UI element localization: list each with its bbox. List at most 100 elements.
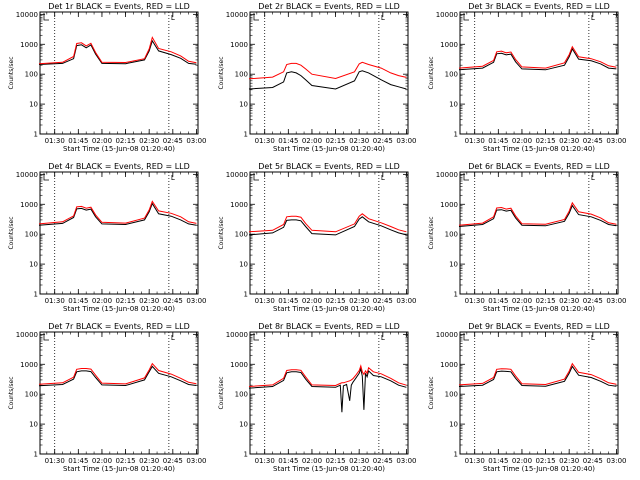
marker-label: L [381, 174, 385, 182]
y-tick-label: 1000 [230, 361, 248, 369]
x-tick-label: 01:45 [278, 137, 298, 145]
x-tick-label: 01:45 [68, 297, 88, 305]
x-tick-label: 03:00 [606, 457, 626, 465]
panel-title: Det 1r BLACK = Events, RED = LLD [48, 2, 190, 11]
y-axis-label: Counts/sec [8, 216, 15, 249]
x-tick-label: 02:00 [92, 137, 112, 145]
y-tick-label: 1000 [20, 41, 38, 49]
start-marker [253, 13, 259, 21]
y-tick-label: 10000 [436, 331, 458, 339]
y-tick-label: 100 [25, 231, 38, 239]
x-tick-label: 02:30 [559, 457, 579, 465]
panel-title: Det 6r BLACK = Events, RED = LLD [468, 162, 610, 171]
y-tick-label: 10000 [16, 11, 38, 19]
x-tick-label: 02:00 [92, 297, 112, 305]
panel-title: Det 2r BLACK = Events, RED = LLD [258, 2, 400, 11]
lld-series-line [458, 45, 617, 69]
x-tick-label: 01:45 [68, 137, 88, 145]
y-tick-label: 1000 [20, 361, 38, 369]
x-tick-label: 02:30 [559, 297, 579, 305]
x-tick-label: 02:00 [512, 297, 532, 305]
detector-panel-4: Det 4r BLACK = Events, RED = LLD 1 10 100 10… [8, 162, 207, 313]
panel-title: Det 5r BLACK = Events, RED = LLD [258, 162, 400, 171]
x-tick-label: 02:30 [349, 457, 369, 465]
x-tick-label: 02:30 [139, 457, 159, 465]
x-tick-label: 02:15 [535, 297, 555, 305]
x-axis-label: Start Time (15-Jun-08 01:20:40) [273, 145, 385, 153]
x-axis-label: Start Time (15-Jun-08 01:20:40) [483, 145, 595, 153]
y-tick-label: 10 [449, 101, 458, 109]
detector-panel-2: Det 2r BLACK = Events, RED = LLD 1 10 100 10… [218, 2, 417, 153]
x-tick-label: 02:15 [115, 457, 135, 465]
y-axis-label: Counts/sec [428, 376, 435, 409]
y-axis-label: Counts/sec [428, 216, 435, 249]
panel-title: Det 7r BLACK = Events, RED = LLD [48, 322, 190, 331]
x-tick-label: 02:15 [115, 137, 135, 145]
x-tick-label: 02:00 [302, 137, 322, 145]
y-tick-label: 10 [239, 421, 248, 429]
y-tick-label: 100 [445, 231, 458, 239]
x-axis-label: Start Time (15-Jun-08 01:20:40) [273, 465, 385, 473]
y-tick-label: 1000 [230, 41, 248, 49]
plot-frame [249, 11, 409, 135]
x-tick-label: 01:30 [255, 137, 275, 145]
y-tick-label: 1000 [440, 361, 458, 369]
x-axis-label: Start Time (15-Jun-08 01:20:40) [63, 145, 175, 153]
x-tick-label: 02:15 [325, 297, 345, 305]
y-tick-label: 1 [454, 131, 458, 139]
x-tick-label: 03:00 [606, 297, 626, 305]
y-tick-label: 1000 [440, 201, 458, 209]
x-tick-label: 01:45 [278, 297, 298, 305]
lld-series-line [248, 213, 407, 233]
y-tick-label: 100 [25, 71, 38, 79]
x-axis-label: Start Time (15-Jun-08 01:20:40) [483, 465, 595, 473]
y-tick-label: 10000 [226, 171, 248, 179]
detector-panel-9: Det 9r BLACK = Events, RED = LLD 1 10 100 10… [428, 322, 627, 473]
events-series-line [458, 365, 617, 387]
y-tick-label: 1 [34, 291, 38, 299]
x-axis-label: Start Time (15-Jun-08 01:20:40) [483, 305, 595, 313]
detector-panel-3: Det 3r BLACK = Events, RED = LLD 1 10 100 10… [428, 2, 627, 153]
x-tick-label: 02:45 [163, 137, 183, 145]
y-tick-label: 100 [235, 231, 248, 239]
x-tick-label: 01:30 [465, 137, 485, 145]
y-tick-label: 10 [239, 261, 248, 269]
start-marker [43, 13, 49, 21]
x-tick-label: 02:45 [163, 457, 183, 465]
x-tick-label: 01:45 [488, 457, 508, 465]
y-axis-label: Counts/sec [8, 56, 15, 89]
x-tick-label: 02:00 [512, 457, 532, 465]
y-tick-label: 1000 [20, 201, 38, 209]
x-tick-label: 01:30 [465, 457, 485, 465]
detector-panel-1: Det 1r BLACK = Events, RED = LLD 1 10 100 10… [8, 2, 207, 153]
detector-panel-5: Det 5r BLACK = Events, RED = LLD 1 10 100 10… [218, 162, 417, 313]
lld-series-line [248, 364, 407, 387]
y-tick-label: 1 [244, 131, 248, 139]
y-tick-label: 1 [244, 291, 248, 299]
y-tick-label: 10000 [16, 171, 38, 179]
x-tick-label: 01:30 [255, 457, 275, 465]
x-tick-label: 02:30 [139, 297, 159, 305]
x-tick-label: 02:15 [325, 457, 345, 465]
plot-frame [249, 171, 409, 295]
x-tick-label: 02:00 [302, 297, 322, 305]
x-tick-label: 02:15 [535, 457, 555, 465]
x-tick-label: 02:45 [373, 297, 393, 305]
marker-label: L [591, 14, 595, 22]
x-tick-label: 01:30 [45, 457, 65, 465]
panel-title: Det 3r BLACK = Events, RED = LLD [468, 2, 610, 11]
y-axis-label: Counts/sec [218, 376, 225, 409]
y-tick-label: 10000 [226, 331, 248, 339]
y-tick-label: 1 [454, 451, 458, 459]
detector-panel-7: Det 7r BLACK = Events, RED = LLD 1 10 100 10… [8, 322, 207, 473]
marker-label: L [171, 174, 175, 182]
marker-label: L [171, 14, 175, 22]
y-tick-label: 10 [449, 421, 458, 429]
x-tick-label: 02:30 [349, 137, 369, 145]
x-tick-label: 01:45 [488, 137, 508, 145]
lld-series-line [458, 201, 617, 226]
events-series-line [458, 204, 617, 227]
y-tick-label: 1 [34, 131, 38, 139]
plot-frame [39, 171, 199, 295]
